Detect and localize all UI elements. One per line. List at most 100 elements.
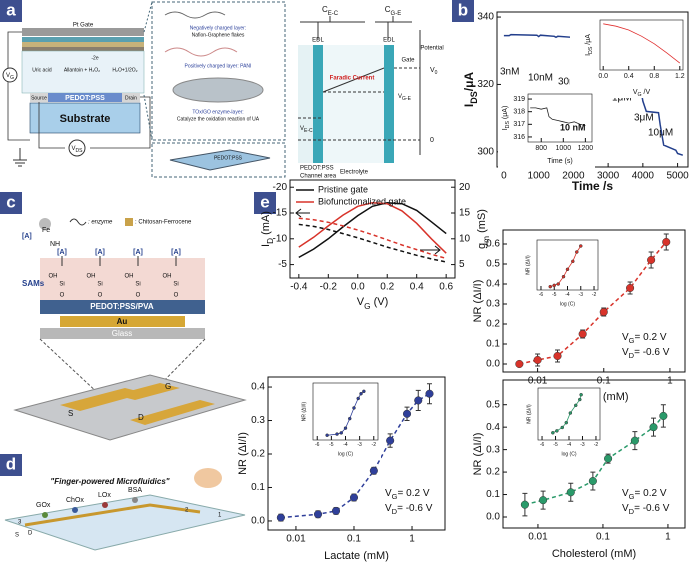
y-tick-label: 0.3 xyxy=(486,299,500,310)
annotation: 10 nM xyxy=(560,122,586,132)
inset-background xyxy=(522,386,603,458)
layer xyxy=(22,42,144,47)
data-point xyxy=(578,329,587,339)
y-tick-label: 0.2 xyxy=(486,467,500,478)
data-point xyxy=(325,433,329,437)
x-tick-label: -2 xyxy=(594,442,599,448)
y-axis-label: D xyxy=(266,238,275,244)
ferrocene xyxy=(39,218,51,230)
y-axis-label: IDS (μA) xyxy=(502,106,512,131)
annotation: 3μM xyxy=(634,113,654,124)
y-axis-label: I xyxy=(462,104,476,107)
y2-axis-label: gm (mS) xyxy=(476,209,491,249)
annotation: D xyxy=(629,507,635,516)
text: V0 xyxy=(430,67,438,76)
text: Si xyxy=(59,282,64,288)
text: -2e xyxy=(91,55,98,61)
data-point xyxy=(560,425,565,430)
plot-frame xyxy=(502,229,686,373)
level xyxy=(298,67,420,141)
data-point xyxy=(533,355,542,365)
data-point xyxy=(520,500,529,509)
y2-axis-label: (mS) xyxy=(476,209,488,236)
label-box xyxy=(0,192,22,214)
y-tick-label: 316 xyxy=(513,134,525,141)
data-point xyxy=(599,307,608,317)
text: O xyxy=(174,293,179,299)
data-point xyxy=(339,431,344,435)
x-tick-label: 0.1 xyxy=(347,534,361,545)
spot xyxy=(102,502,108,508)
text: [A] xyxy=(133,249,143,256)
annotation: V xyxy=(622,488,629,499)
annotation: 10nM xyxy=(528,73,553,84)
x-tick-label: -4 xyxy=(565,292,570,298)
zoom-line xyxy=(143,1,153,141)
text: V xyxy=(6,73,10,79)
channel xyxy=(298,45,313,163)
text: Electrolyte xyxy=(340,170,369,176)
data-point xyxy=(362,389,366,394)
x-tick-label: -4 xyxy=(567,442,572,448)
chip xyxy=(169,149,271,171)
data-point xyxy=(551,431,555,435)
annotation: VG= 0.2 V xyxy=(622,488,667,502)
y2-tick-label: 15 xyxy=(459,208,471,219)
text: VDS xyxy=(72,146,84,155)
ground xyxy=(13,148,27,167)
data-point xyxy=(331,506,341,515)
y-axis-label: I xyxy=(585,54,592,56)
panel-label: d xyxy=(6,454,16,473)
text: OH xyxy=(87,274,96,280)
wire xyxy=(7,31,151,149)
text: O xyxy=(98,293,103,299)
text: EDL xyxy=(312,38,324,44)
x-tick-label: -6 xyxy=(539,292,544,298)
annotation: VD= -0.6 V xyxy=(622,347,670,361)
text: ChOx xyxy=(66,497,84,504)
x-tick-label: 0.2 xyxy=(380,282,394,293)
substrate xyxy=(29,102,141,134)
x-tick-label: -2 xyxy=(372,442,377,448)
inset-background xyxy=(521,238,601,308)
electrolyte xyxy=(323,45,384,163)
y-axis-label: I xyxy=(260,244,272,247)
x-tick-label: -3 xyxy=(580,442,585,448)
text: [A] xyxy=(57,249,67,256)
x-tick-label: 4000 xyxy=(632,171,655,182)
x-tick-label: -2 xyxy=(592,292,597,298)
annotation: V xyxy=(385,503,392,514)
flake xyxy=(164,11,226,19)
y-tick-label: 318 xyxy=(513,109,525,116)
series-line xyxy=(530,107,586,126)
text: [A] xyxy=(22,233,32,240)
y-axis-label: DS xyxy=(588,46,594,54)
data-point xyxy=(555,429,559,433)
y-tick-label: 0.4 xyxy=(251,382,265,393)
text: Uric acid xyxy=(32,67,52,73)
text: [A] xyxy=(95,249,105,256)
plot-frame xyxy=(527,93,593,143)
data-point xyxy=(356,396,360,401)
x-tick-label: 1 xyxy=(667,376,673,387)
plot-frame xyxy=(502,379,686,529)
text: V xyxy=(72,146,76,152)
data-point xyxy=(565,267,570,272)
pedot-layer xyxy=(40,300,205,314)
text: CG-E xyxy=(385,5,401,16)
y-tick-label: -20 xyxy=(273,182,288,193)
text: Nafion-Graphene flakes xyxy=(192,32,245,38)
y-axis-label: NR (ΔI/I) xyxy=(472,433,484,476)
plot-frame xyxy=(267,376,446,531)
data-point xyxy=(553,351,562,361)
y-tick-label: 0.5 xyxy=(486,259,500,270)
y-tick-label: 0.4 xyxy=(486,279,500,290)
text: SAMs xyxy=(22,279,45,288)
panel-label: c xyxy=(6,192,15,211)
x-tick-label: 5000 xyxy=(666,171,689,182)
y-tick-label: 0.1 xyxy=(251,482,265,493)
legend-label: Biofunctionalized gate xyxy=(318,196,406,206)
inset-background xyxy=(297,381,381,458)
text: DS xyxy=(76,148,84,154)
chitosan-icon xyxy=(125,218,133,226)
